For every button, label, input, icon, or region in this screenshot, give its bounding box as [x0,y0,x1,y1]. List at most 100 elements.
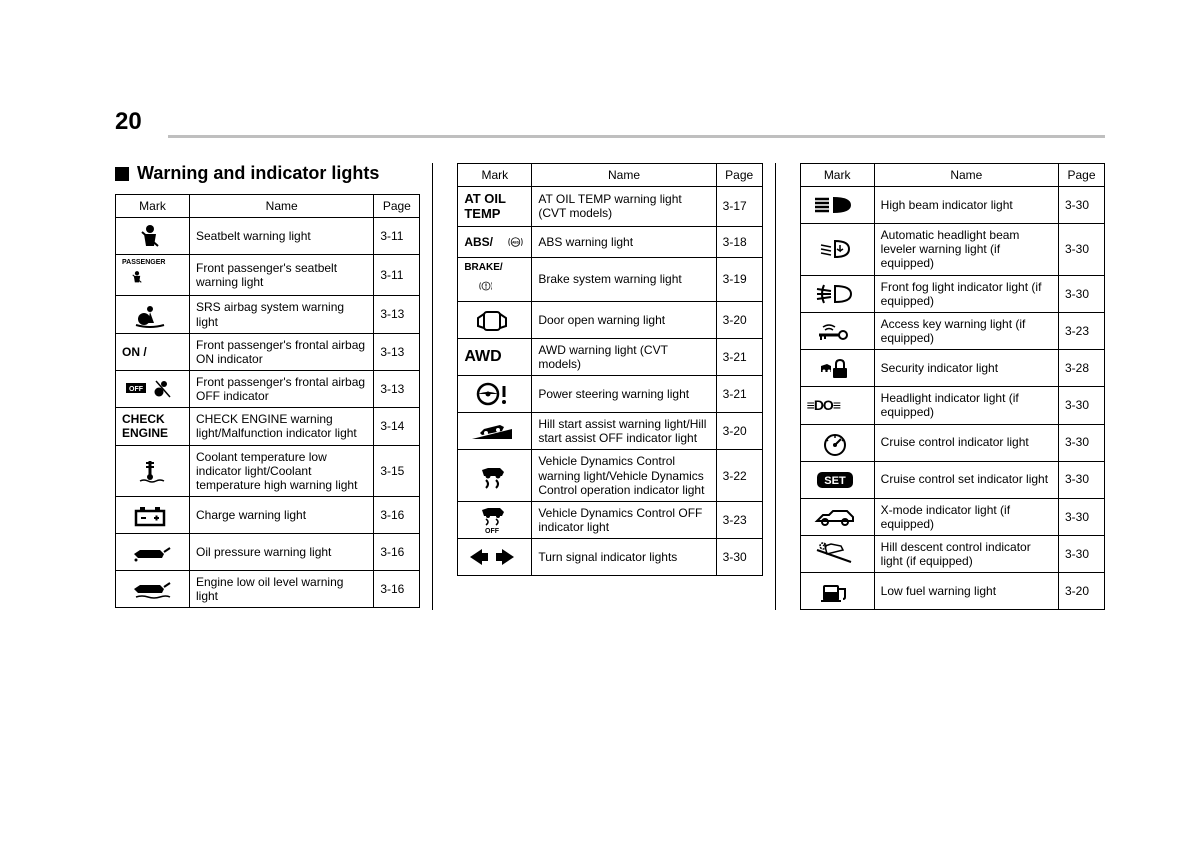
th-mark: Mark [800,164,874,187]
tbody-1: Seatbelt warning light3-11PASSENGERFront… [116,218,420,608]
columns-container: Warning and indicator lights Mark Name P… [115,163,1105,610]
th-page: Page [1058,164,1104,187]
mark-cell [800,573,874,610]
th-name: Name [532,164,716,187]
table-row: BRAKE/Brake system warning light3-19 [458,257,762,301]
mark-cell [458,450,532,501]
mark-cell [800,187,874,224]
name-cell: Turn signal indicator lights [532,539,716,576]
mark-cell: ≡DO≡ [800,387,874,424]
th-page: Page [716,164,762,187]
mark-cell [116,571,190,608]
table-3: Mark Name Page High beam indicator light… [800,163,1105,610]
table-row: Coolant temperature low indicator light/… [116,445,420,496]
name-cell: Brake system warning light [532,257,716,301]
table-2: Mark Name Page AT OILTEMPAT OIL TEMP war… [457,163,762,576]
name-cell: Security indicator light [874,350,1058,387]
name-cell: Low fuel warning light [874,573,1058,610]
name-cell: Engine low oil level warning light [190,571,374,608]
page-cell: 3-28 [1058,350,1104,387]
table-row: Engine low oil level warning light3-16 [116,571,420,608]
name-cell: Vehicle Dynamics Control OFF indicator l… [532,501,716,538]
name-cell: Hill descent control indicator light (if… [874,535,1058,572]
svg-text:OFF: OFF [129,386,144,393]
svg-text:SET: SET [824,475,846,487]
table-row: Hill start assist warning light/Hill sta… [458,413,762,450]
page-cell: 3-30 [1058,498,1104,535]
table-row: CHECKENGINECHECK ENGINE warning light/Ma… [116,408,420,445]
name-cell: AWD warning light (CVT models) [532,338,716,375]
page-cell: 3-23 [1058,312,1104,349]
page-cell: 3-30 [1058,535,1104,572]
table-row: X-mode indicator light (if equipped)3-30 [800,498,1104,535]
page-cell: 3-14 [374,408,420,445]
mark-cell: OFF [458,501,532,538]
page-cell: 3-30 [1058,387,1104,424]
name-cell: Front passenger's frontal airbag ON indi… [190,333,374,370]
table-row: SRS airbag system warning light3-13 [116,296,420,333]
name-cell: Charge warning light [190,497,374,534]
th-name: Name [190,195,374,218]
mark-cell: CHECKENGINE [116,408,190,445]
name-cell: Cruise control set indicator light [874,461,1058,498]
mark-cell: OFF [116,371,190,408]
mark-cell [458,376,532,413]
name-cell: Hill start assist warning light/Hill sta… [532,413,716,450]
mark-cell [800,312,874,349]
name-cell: Front passenger's frontal airbag OFF ind… [190,371,374,408]
mark-cell [800,535,874,572]
name-cell: Headlight indicator light (if equipped) [874,387,1058,424]
mark-cell [116,296,190,333]
page-cell: 3-16 [374,534,420,571]
table-row: Vehicle Dynamics Control warning light/V… [458,450,762,501]
mark-cell: AWD [458,338,532,375]
table-row: PASSENGERFront passenger's seatbelt warn… [116,255,420,296]
table-row: Power steering warning light3-21 [458,376,762,413]
table-row: ON / Front passenger's frontal airbag ON… [116,333,420,370]
mark-cell [116,497,190,534]
table-row: Seatbelt warning light3-11 [116,218,420,255]
table-row: Cruise control indicator light3-30 [800,424,1104,461]
page-cell: 3-16 [374,571,420,608]
name-cell: Power steering warning light [532,376,716,413]
mark-cell [458,539,532,576]
page-cell: 3-13 [374,371,420,408]
name-cell: SRS airbag system warning light [190,296,374,333]
page-cell: 3-15 [374,445,420,496]
table-row: OFF Front passenger's frontal airbag OFF … [116,371,420,408]
column-2: Mark Name Page AT OILTEMPAT OIL TEMP war… [457,163,775,610]
name-cell: Automatic headlight beam leveler warning… [874,224,1058,275]
page-cell: 3-21 [716,376,762,413]
th-mark: Mark [458,164,532,187]
name-cell: X-mode indicator light (if equipped) [874,498,1058,535]
page-cell: 3-18 [716,226,762,257]
name-cell: High beam indicator light [874,187,1058,224]
mark-cell [800,224,874,275]
mark-cell [116,445,190,496]
name-cell: Oil pressure warning light [190,534,374,571]
page-cell: 3-30 [1058,424,1104,461]
table-row: SETCruise control set indicator light3-3… [800,461,1104,498]
mark-cell [800,350,874,387]
name-cell: AT OIL TEMP warning light (CVT models) [532,187,716,227]
table-row: OFF Vehicle Dynamics Control OFF indicato… [458,501,762,538]
header-rule [168,135,1105,138]
page-cell: 3-21 [716,338,762,375]
page-cell: 3-17 [716,187,762,227]
table-row: Door open warning light3-20 [458,301,762,338]
page-cell: 3-19 [716,257,762,301]
page-cell: 3-20 [716,413,762,450]
mark-cell [800,498,874,535]
tbody-2: AT OILTEMPAT OIL TEMP warning light (CVT… [458,187,762,576]
mark-cell [458,413,532,450]
name-cell: Vehicle Dynamics Control warning light/V… [532,450,716,501]
table-row: AWDAWD warning light (CVT models)3-21 [458,338,762,375]
svg-text:OFF: OFF [485,528,500,534]
table-row: Hill descent control indicator light (if… [800,535,1104,572]
page-cell: 3-30 [1058,224,1104,275]
page-cell: 3-13 [374,333,420,370]
page-cell: 3-30 [1058,275,1104,312]
page-cell: 3-23 [716,501,762,538]
table-row: Security indicator light3-28 [800,350,1104,387]
th-name: Name [874,164,1058,187]
